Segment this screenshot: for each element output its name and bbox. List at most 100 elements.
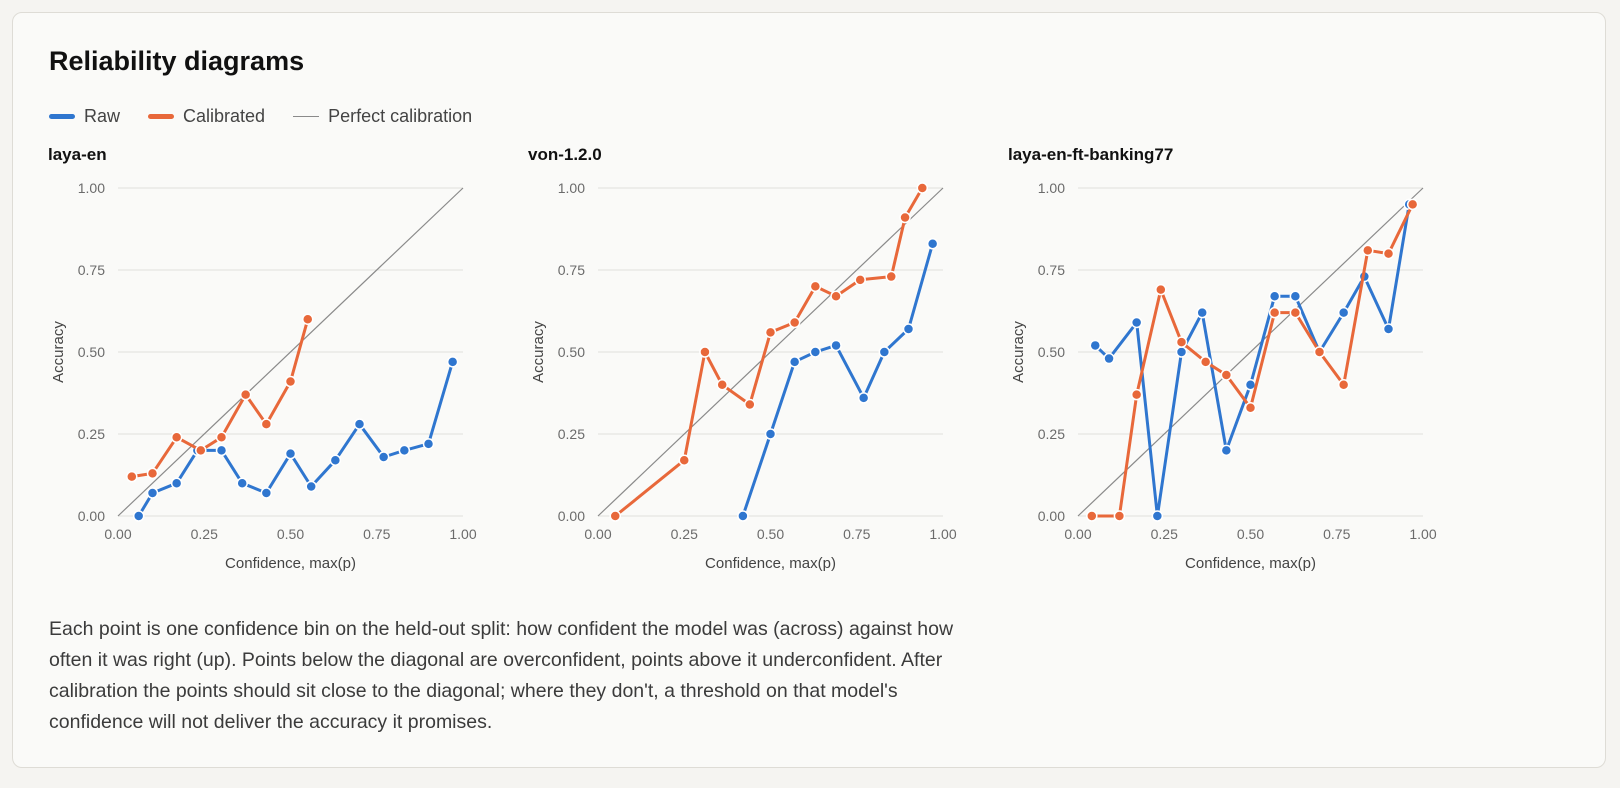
perfect-calibration-line [117, 187, 464, 517]
data-point-calibrated [1362, 244, 1374, 257]
perfect-calibration-line [597, 187, 944, 517]
y-tick-label: 0.75 [1038, 262, 1065, 278]
data-point-calibrated [788, 316, 801, 329]
data-point-raw [446, 356, 459, 368]
data-point-raw [170, 477, 183, 489]
legend-swatch-calibrated [148, 113, 175, 119]
data-point-raw [902, 323, 915, 335]
y-tick-label: 0.50 [1038, 344, 1065, 360]
data-point-raw [1175, 346, 1188, 358]
data-point-calibrated [1406, 198, 1419, 211]
x-tick-label: 0.50 [1237, 526, 1264, 542]
y-tick-label: 0.75 [78, 262, 105, 278]
x-tick-label: 0.25 [1151, 526, 1178, 542]
data-point-calibrated [1199, 356, 1212, 368]
data-point-calibrated [1155, 283, 1167, 296]
y-tick-label: 0.75 [558, 262, 585, 278]
panel-title: von-1.2.0 [528, 145, 602, 164]
data-point-raw [788, 356, 801, 368]
legend-label-raw: Raw [84, 105, 121, 126]
data-point-raw [398, 444, 411, 457]
data-point-raw [353, 418, 366, 430]
x-tick-label: 0.75 [1323, 526, 1350, 542]
data-point-raw [329, 454, 342, 466]
x-axis-label: Confidence, max(p) [705, 555, 836, 572]
panel-title: laya-en-ft-banking77 [1008, 145, 1173, 164]
x-axis-label: Confidence, max(p) [1185, 555, 1316, 572]
legend: Raw Calibrated Perfect calibration [49, 104, 500, 128]
data-point-calibrated [1113, 510, 1126, 522]
y-tick-label: 0.00 [558, 508, 585, 524]
x-axis-label: Confidence, max(p) [225, 555, 356, 572]
x-tick-label: 0.50 [277, 526, 304, 542]
data-point-raw [377, 451, 390, 463]
data-point-raw [737, 510, 749, 522]
legend-item-calibrated: Calibrated [148, 106, 265, 127]
y-tick-label: 0.25 [558, 426, 585, 442]
data-point-raw [146, 487, 159, 499]
data-point-raw [284, 447, 297, 460]
data-point-raw [926, 238, 939, 250]
y-tick-label: 1.00 [558, 180, 585, 196]
y-tick-label: 0.50 [78, 344, 105, 360]
data-point-raw [236, 477, 248, 489]
data-point-raw [1151, 510, 1164, 522]
data-point-calibrated [260, 418, 273, 430]
y-tick-label: 0.50 [558, 344, 585, 360]
legend-item-raw: Raw [49, 106, 120, 127]
data-point-calibrated [146, 467, 159, 480]
chart-von-1-2-0: von-1.2.0 0.00 0.25 0.50 0.75 1.00 0.00 0.25 0.5… [528, 145, 957, 572]
data-point-raw [878, 346, 891, 358]
chart-laya-en: laya-en 0.00 0.25 0.50 0.75 1.00 0.00 0.25 0.50 0… [48, 145, 477, 572]
data-point-raw [260, 487, 273, 499]
panel-title: laya-en [48, 145, 107, 164]
data-point-calibrated [899, 211, 911, 224]
x-tick-label: 0.00 [584, 526, 611, 542]
data-point-calibrated [764, 326, 777, 339]
data-point-calibrated [699, 346, 711, 358]
y-tick-label: 0.25 [1038, 426, 1065, 442]
data-point-calibrated [126, 470, 138, 483]
x-tick-label: 0.00 [1064, 526, 1091, 542]
data-point-raw [215, 444, 228, 457]
data-point-calibrated [1313, 346, 1326, 358]
data-point-raw [1103, 352, 1115, 365]
x-tick-label: 0.75 [843, 526, 870, 542]
data-point-calibrated [1086, 510, 1098, 522]
y-tick-label: 0.25 [78, 426, 105, 442]
data-point-calibrated [1220, 369, 1233, 381]
data-point-calibrated [302, 313, 314, 325]
legend-label-perfect: Perfect calibration [328, 105, 473, 126]
data-point-raw [132, 510, 145, 522]
data-point-calibrated [215, 431, 228, 444]
y-tick-label: 0.00 [78, 508, 105, 524]
data-point-calibrated [885, 270, 897, 283]
data-point-raw [422, 438, 435, 450]
data-point-calibrated [239, 388, 252, 401]
data-point-calibrated [716, 379, 728, 391]
x-tick-label: 0.25 [671, 526, 698, 542]
y-tick-label: 0.00 [1038, 508, 1065, 524]
data-point-calibrated [170, 431, 183, 444]
y-tick-label: 1.00 [1038, 180, 1065, 196]
data-point-calibrated [609, 510, 621, 522]
data-point-calibrated [744, 398, 756, 411]
data-point-raw [857, 392, 870, 404]
caption: Each point is one confidence bin on the … [49, 618, 954, 733]
data-point-raw [1130, 316, 1143, 329]
data-point-raw [830, 339, 842, 352]
data-point-calibrated [284, 375, 297, 388]
data-point-calibrated [916, 182, 929, 194]
data-point-raw [1382, 323, 1395, 335]
page-title: Reliability diagrams [49, 46, 305, 76]
legend-item-perfect: Perfect calibration [293, 106, 472, 127]
data-point-calibrated [1337, 379, 1350, 391]
legend-swatch-perfect [293, 115, 320, 117]
data-point-calibrated [1289, 306, 1302, 319]
data-point-raw [809, 346, 822, 358]
x-tick-label: 1.00 [449, 526, 476, 542]
series-line-raw [137, 360, 455, 518]
x-tick-label: 0.25 [191, 526, 218, 542]
y-axis-label: Accuracy [530, 321, 547, 383]
data-point-raw [1268, 290, 1281, 302]
